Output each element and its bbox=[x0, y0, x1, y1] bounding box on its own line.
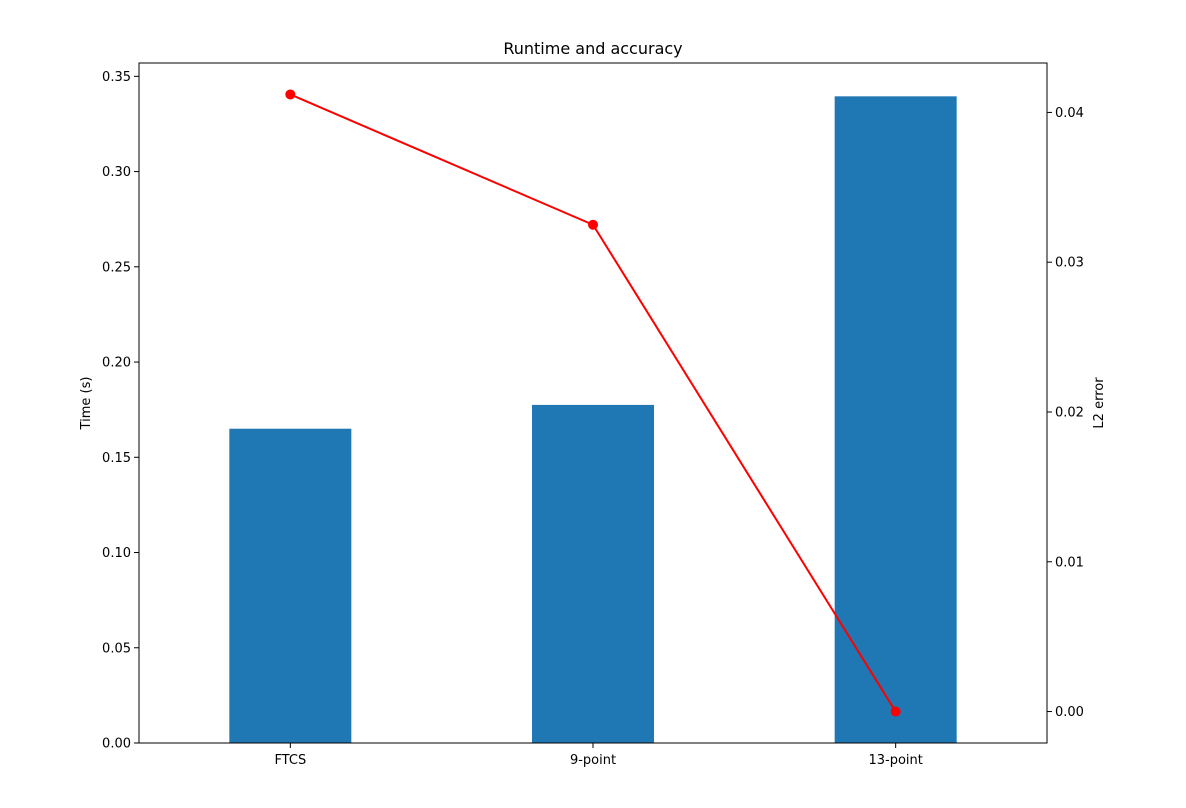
bars-layer bbox=[229, 96, 957, 744]
y-tick-label: 0.00 bbox=[102, 737, 131, 752]
y-axis-label-left: Time (s) bbox=[79, 377, 94, 431]
y-tick-label: 0.30 bbox=[102, 165, 131, 180]
bar-13-point bbox=[834, 96, 957, 744]
x-tick-label: 13-point bbox=[868, 753, 922, 768]
error-point-9-point bbox=[588, 219, 598, 230]
bar-9-point bbox=[532, 404, 654, 743]
x-tick-label: 9-point bbox=[570, 753, 616, 768]
y-tick-label: 0.20 bbox=[102, 356, 131, 371]
y2-tick-label: 0.04 bbox=[1055, 106, 1084, 121]
y2-tick-label: 0.00 bbox=[1055, 705, 1084, 720]
error-point-ftcs bbox=[285, 89, 296, 100]
y-tick-label: 0.35 bbox=[102, 70, 131, 85]
y2-tick-label: 0.01 bbox=[1055, 555, 1084, 570]
x-tick-label: FTCS bbox=[274, 753, 306, 768]
chart-title: Runtime and accuracy bbox=[503, 39, 682, 58]
bar-ftcs bbox=[229, 428, 352, 743]
y-axis-label-right: L2 error bbox=[1092, 377, 1107, 429]
error-point-13-point bbox=[890, 706, 901, 717]
y-tick-label: 0.15 bbox=[102, 451, 131, 466]
y-tick-label: 0.05 bbox=[102, 641, 131, 656]
y2-tick-label: 0.02 bbox=[1055, 405, 1084, 420]
axes-layer: 0.00 0.05 0.10 0.15 0.20 0.25 0.30 0.35 0.00 0.01… bbox=[102, 62, 1084, 768]
error-line-layer bbox=[285, 89, 901, 717]
labels-layer: Runtime and accuracy Time (s) L2 error bbox=[79, 39, 1107, 430]
y-tick-label: 0.10 bbox=[102, 546, 131, 561]
y-tick-label: 0.25 bbox=[102, 260, 131, 275]
y2-tick-label: 0.03 bbox=[1055, 256, 1084, 271]
